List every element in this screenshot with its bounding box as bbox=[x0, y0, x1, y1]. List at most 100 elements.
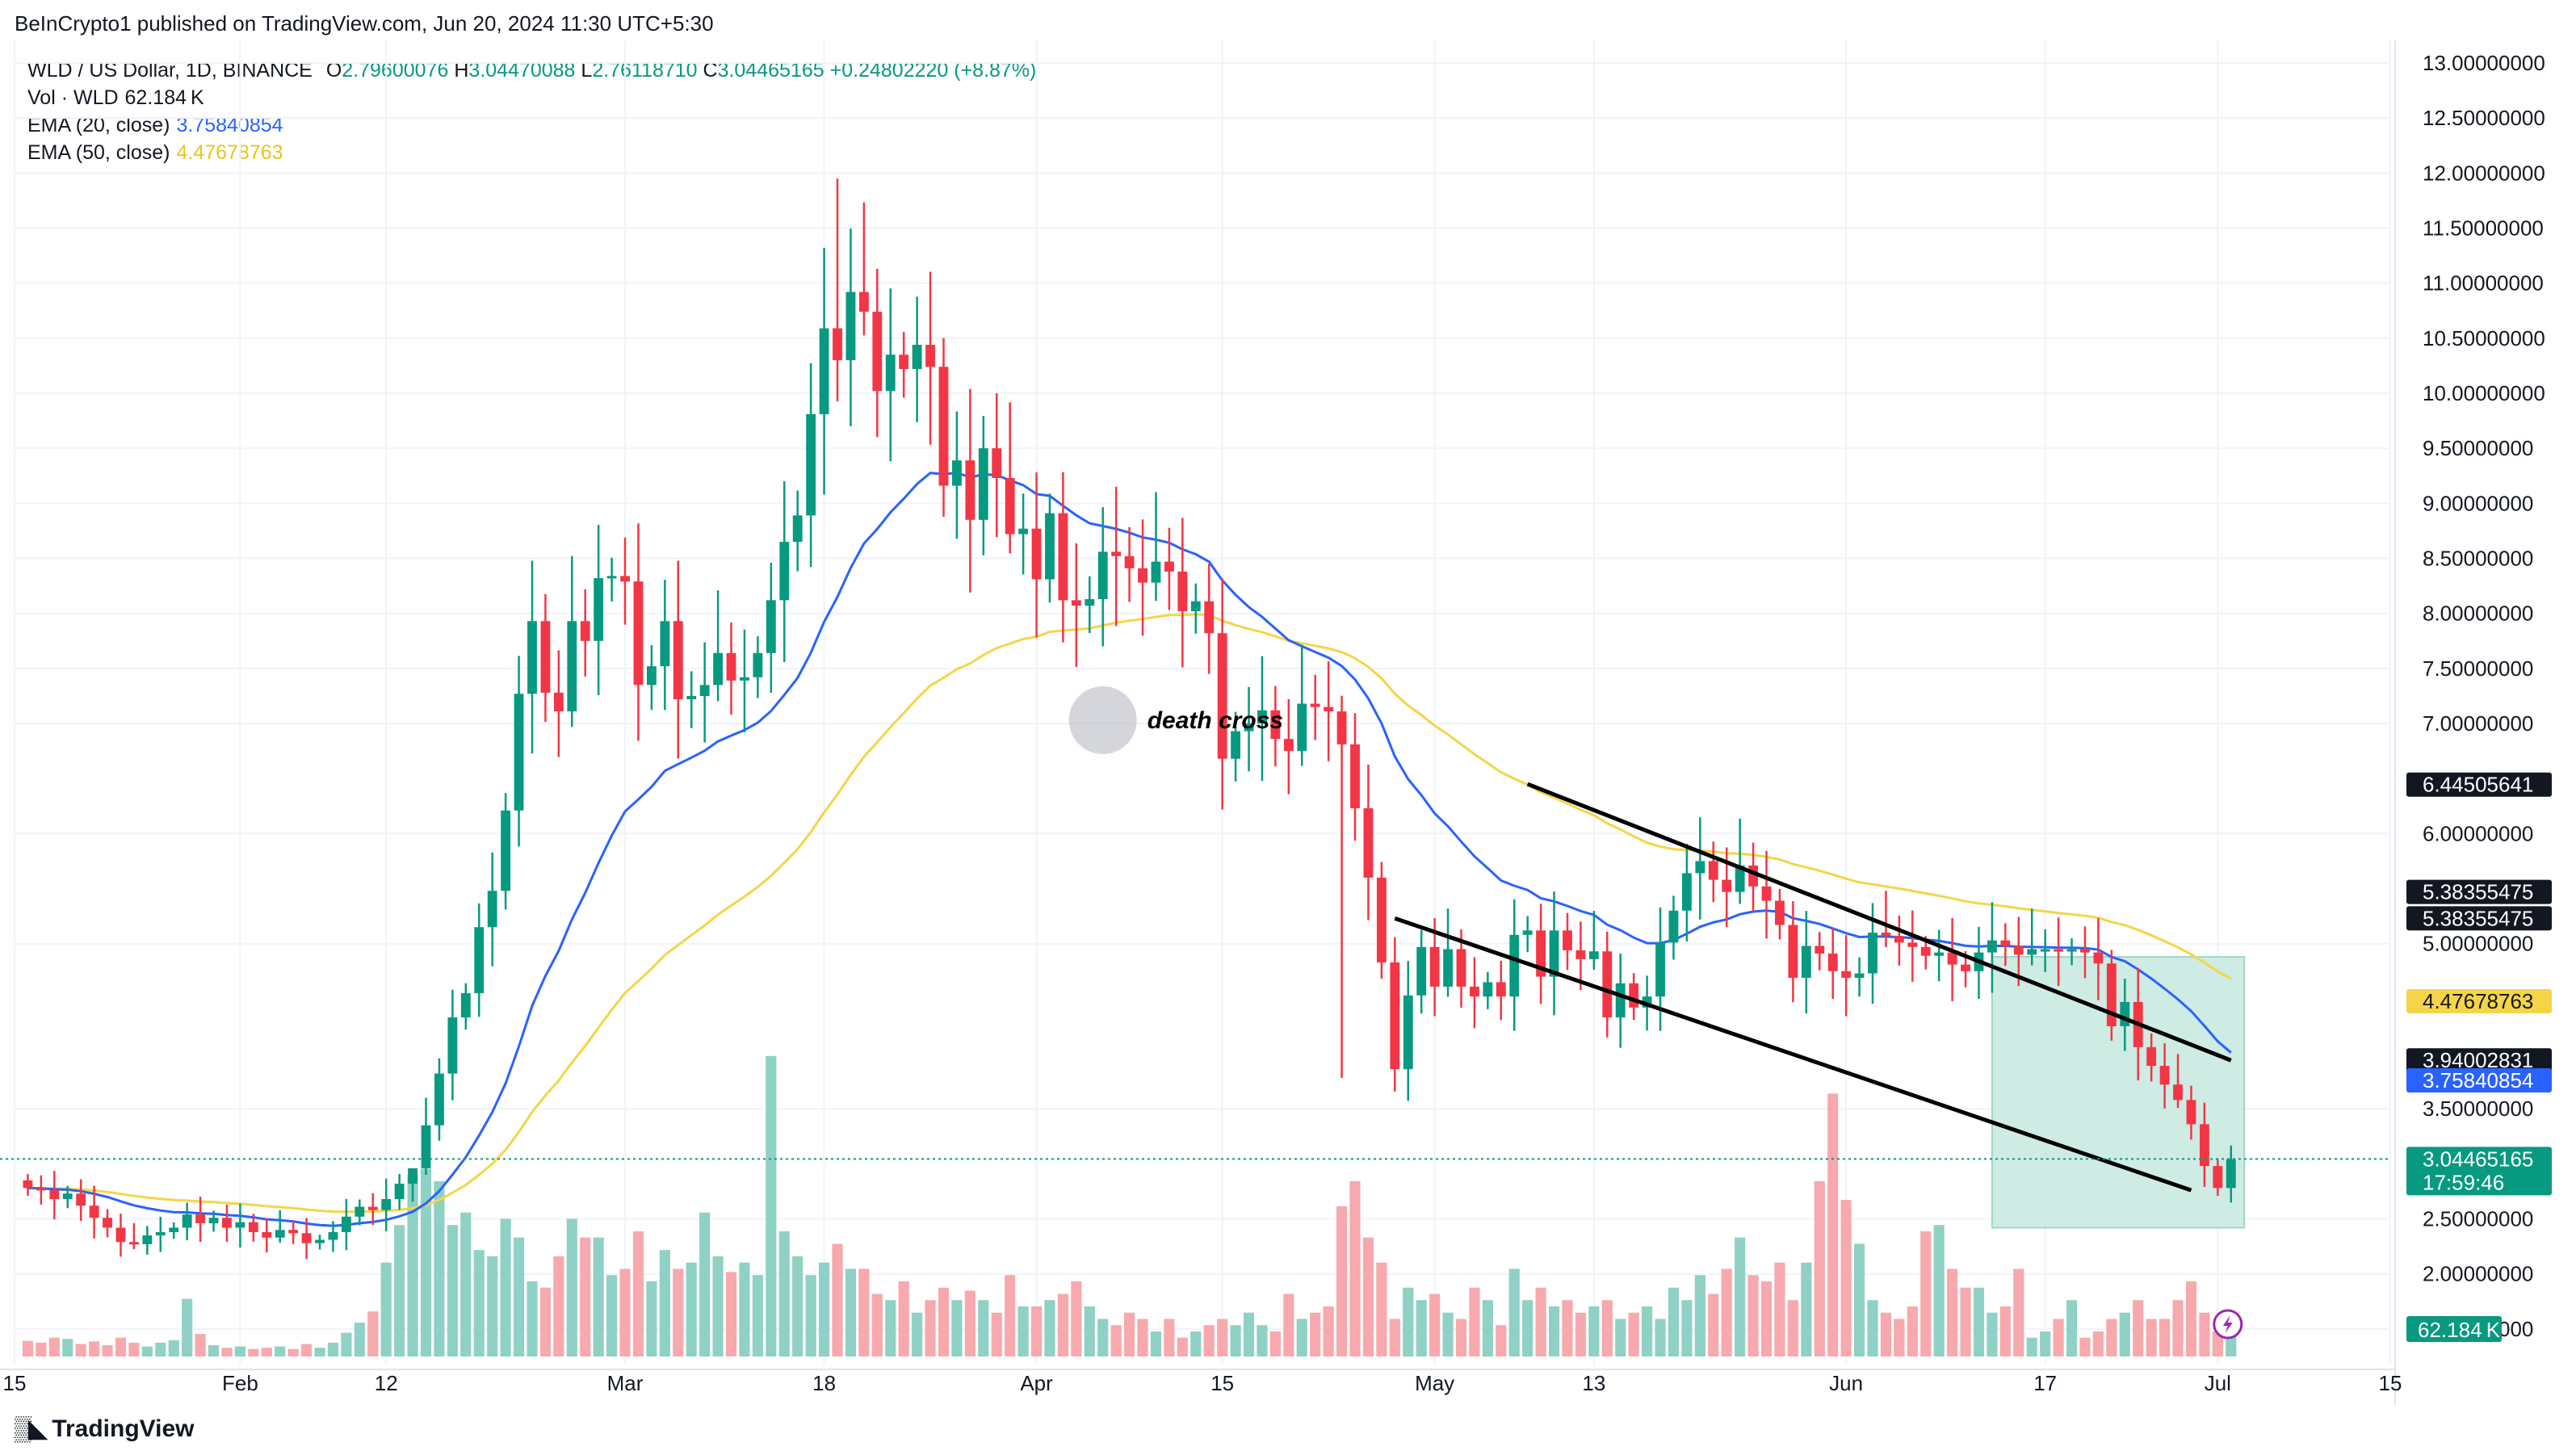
tradingview-logo[interactable]: ▒◣ TradingView bbox=[15, 1415, 195, 1443]
candle-body bbox=[434, 1073, 444, 1126]
candle-body bbox=[885, 354, 896, 392]
volume-bar bbox=[182, 1298, 193, 1356]
price-badge-label: 3.75840854 bbox=[2423, 1068, 2533, 1092]
countdown-label: 17:59:46 bbox=[2423, 1170, 2504, 1194]
volume-bar bbox=[195, 1334, 206, 1356]
candle-body bbox=[1868, 933, 1877, 974]
volume-bar bbox=[673, 1268, 684, 1356]
volume-bar bbox=[1071, 1281, 1082, 1356]
volume-bar bbox=[725, 1272, 737, 1356]
y-tick-label: 9.00000000 bbox=[2423, 491, 2533, 515]
volume-bar bbox=[1217, 1319, 1228, 1356]
y-tick-label: 8.00000000 bbox=[2423, 602, 2533, 626]
candle-body bbox=[2093, 952, 2104, 964]
candle-body bbox=[1775, 900, 1785, 925]
candle-body bbox=[460, 993, 471, 1018]
volume-bar bbox=[2146, 1319, 2157, 1356]
volume-bar bbox=[1403, 1287, 1414, 1356]
legend-ema50-row[interactable]: EMA (50, close) 4.47678763 bbox=[27, 139, 1036, 166]
y-tick-label: 10.50000000 bbox=[2423, 326, 2545, 350]
volume-bar bbox=[845, 1268, 857, 1356]
candle-body bbox=[965, 460, 975, 520]
candle-body bbox=[328, 1231, 338, 1240]
price-badge bbox=[2406, 879, 2552, 904]
candle-body bbox=[1297, 703, 1307, 752]
candle-body bbox=[845, 291, 856, 361]
death-cross-annotation: death cross bbox=[1068, 686, 1283, 754]
candle-body bbox=[1456, 949, 1466, 987]
time-axis: 15 Feb 12 Mar 18 Apr 15 May 13 Jun 17 Jul 15 bbox=[0, 1369, 2402, 1395]
legend-volume-row[interactable]: Vol · WLD 62.184 K bbox=[27, 84, 1036, 111]
y-tick-label: 12.50000000 bbox=[2423, 106, 2545, 130]
volume-bar bbox=[1522, 1300, 1533, 1356]
volume-bar bbox=[447, 1225, 458, 1356]
candle-body bbox=[1602, 951, 1613, 1018]
volume-bar bbox=[2106, 1319, 2117, 1356]
legend-high-label: H bbox=[454, 59, 469, 82]
volume-bar bbox=[1747, 1275, 1759, 1356]
candle-body bbox=[1283, 739, 1294, 752]
volume-bar bbox=[22, 1340, 34, 1356]
volume-bar bbox=[1601, 1300, 1613, 1356]
candle-body bbox=[1257, 710, 1267, 724]
volume-bar bbox=[341, 1332, 352, 1356]
candle-body bbox=[208, 1218, 219, 1224]
volume-bar bbox=[527, 1281, 538, 1356]
volume-bar bbox=[248, 1348, 259, 1356]
volume-bar bbox=[1907, 1306, 1918, 1356]
candle-body bbox=[1085, 598, 1095, 606]
candle-body bbox=[341, 1216, 351, 1232]
volume-bar bbox=[1920, 1231, 1932, 1356]
volume-bar bbox=[619, 1268, 631, 1356]
candle-body bbox=[1920, 946, 1931, 956]
candle-body bbox=[36, 1188, 46, 1191]
candle-body bbox=[129, 1242, 139, 1245]
x-tick-label: Jun bbox=[1829, 1371, 1863, 1395]
candle-body bbox=[2080, 949, 2090, 953]
candle-body bbox=[1470, 986, 1479, 997]
volume-bar bbox=[1296, 1319, 1307, 1356]
volume-bar bbox=[89, 1341, 100, 1356]
candle-body bbox=[23, 1180, 33, 1189]
volume-bar bbox=[275, 1346, 286, 1356]
ema50-path bbox=[27, 613, 2232, 1214]
volume-bar bbox=[1933, 1225, 1945, 1356]
candle-body bbox=[1854, 973, 1865, 978]
volume-bar bbox=[1389, 1319, 1400, 1356]
x-tick-label: 18 bbox=[812, 1371, 836, 1395]
volume-bar bbox=[2040, 1331, 2051, 1356]
volume-bar bbox=[500, 1218, 511, 1356]
candle-body bbox=[594, 578, 604, 641]
volume-bar bbox=[155, 1342, 166, 1356]
volume-bar bbox=[1257, 1325, 1268, 1356]
volume-bar bbox=[1203, 1325, 1215, 1356]
candle-body bbox=[1642, 996, 1652, 1008]
candle-body bbox=[1350, 744, 1360, 809]
candle-body bbox=[1907, 942, 1918, 947]
volume-bar bbox=[115, 1337, 127, 1356]
volume-bar bbox=[1827, 1093, 1839, 1356]
volume-bar bbox=[1482, 1300, 1493, 1356]
legend-volume-label: Vol · WLD bbox=[27, 86, 119, 109]
candle-body bbox=[1138, 568, 1147, 583]
volume-bar bbox=[1137, 1319, 1148, 1356]
candle-body bbox=[1031, 528, 1042, 580]
volume-bar bbox=[1960, 1287, 1971, 1356]
volume-bar bbox=[1548, 1306, 1560, 1356]
candle-body bbox=[2013, 946, 2024, 955]
candle-body bbox=[1429, 946, 1440, 987]
candle-body bbox=[1947, 952, 1957, 965]
price-badge-label: 6.44505641 bbox=[2423, 773, 2533, 797]
candle-body bbox=[1045, 513, 1055, 580]
volume-bar bbox=[2013, 1268, 2024, 1356]
volume-bar bbox=[1323, 1306, 1334, 1356]
candle-body bbox=[1403, 995, 1413, 1070]
legend-close-label: C bbox=[703, 59, 718, 82]
candle-body bbox=[1668, 910, 1679, 943]
volume-bar bbox=[1362, 1237, 1374, 1356]
y-tick-label: 9.50000000 bbox=[2423, 436, 2533, 460]
candle-body bbox=[2120, 1001, 2130, 1026]
volume-bar bbox=[460, 1212, 472, 1356]
volume-bar bbox=[102, 1345, 113, 1356]
